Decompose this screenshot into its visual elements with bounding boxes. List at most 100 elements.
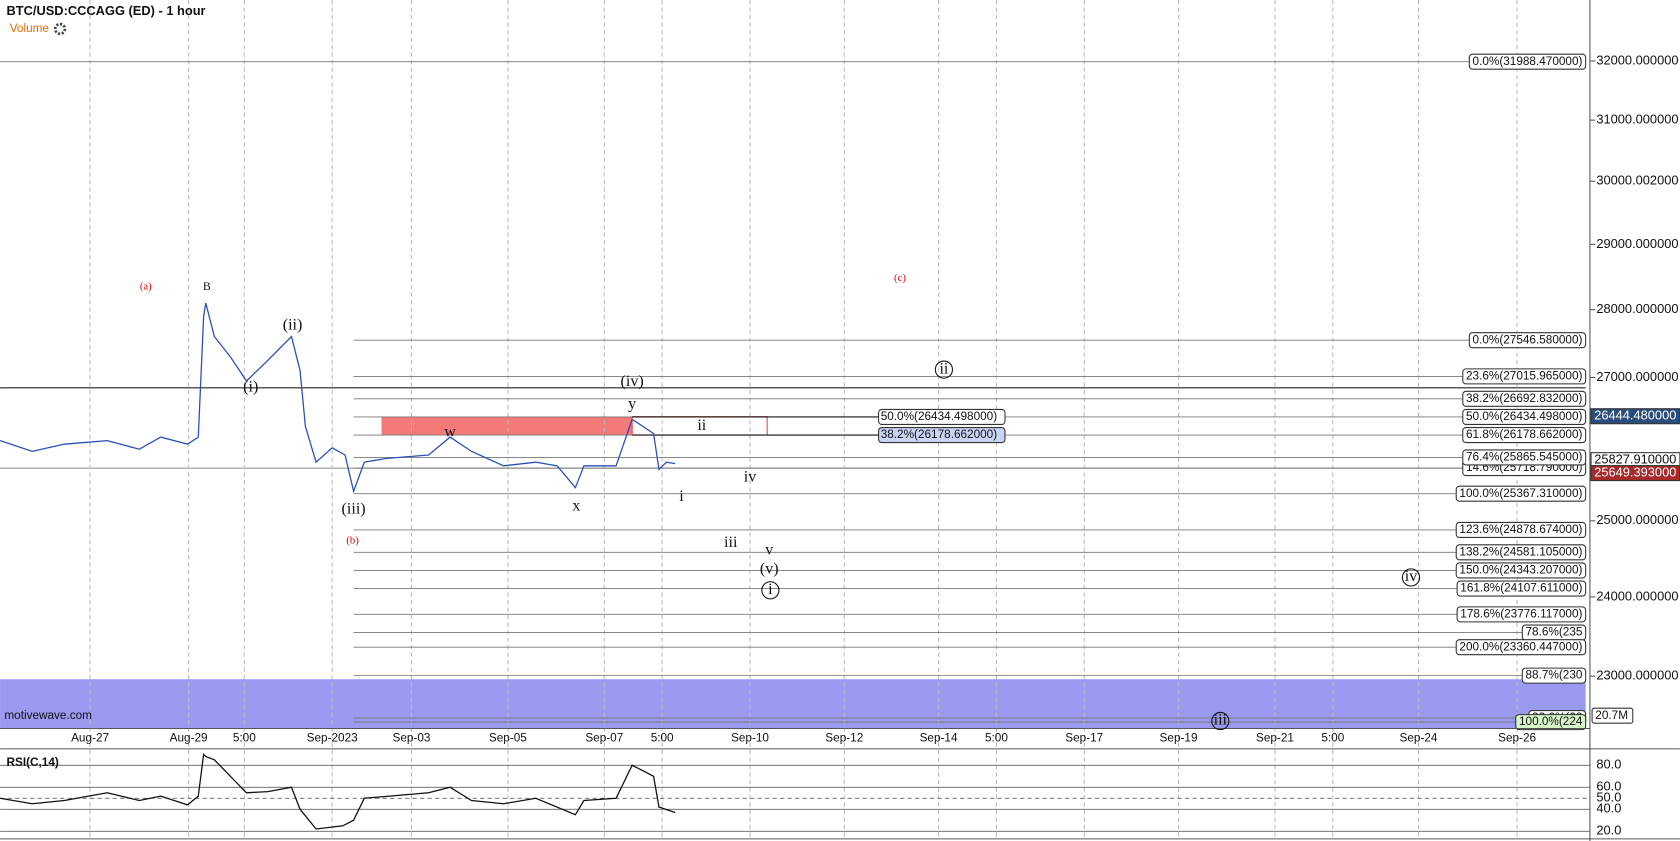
- fib-label-box: [1462, 449, 1587, 466]
- wave-circle: [761, 581, 780, 600]
- rsi-tick-label: 50.0: [1596, 790, 1621, 805]
- x-tick-label: Sep-10: [731, 731, 769, 744]
- wave-circle: [1211, 711, 1230, 731]
- fib-label: 50.0%(26434.498000): [881, 410, 998, 423]
- x-tick-label: Sep-19: [1160, 731, 1198, 744]
- x-tick-label: Sep-17: [1065, 731, 1103, 744]
- fib-label-box: [878, 427, 1006, 444]
- wave-label: ii: [939, 360, 948, 377]
- fib-label-box: [1468, 53, 1587, 70]
- wave-label: x: [572, 497, 580, 514]
- x-tick-label: Aug-29: [170, 731, 208, 744]
- rsi-tick-label: 60.0: [1596, 779, 1621, 794]
- x-tick-label: Sep-05: [489, 731, 527, 744]
- rsi-tick-label: 40.0: [1596, 801, 1621, 816]
- wave-label: iv: [744, 469, 757, 486]
- volume-max-label: 20.7M: [1595, 709, 1628, 722]
- fib-label-box: [1455, 562, 1587, 579]
- fib-label: 138.2%(24581.105000): [1459, 545, 1582, 558]
- rsi-tick-label: 80.0: [1596, 757, 1621, 772]
- rsi-title: RSI(C,14): [6, 756, 58, 769]
- y-tick-label: 23000.000000: [1596, 668, 1678, 683]
- fib-label-box: [1462, 408, 1587, 425]
- chart-title: BTC/USD:CCCAGG (ED) - 1 hour: [6, 3, 205, 18]
- wave-label: v: [765, 541, 774, 558]
- watermark: motivewave.com: [4, 709, 92, 722]
- x-tick-label: Sep-24: [1400, 731, 1438, 744]
- fib-label-box: [1521, 667, 1587, 684]
- fib-label-box: [1462, 390, 1587, 407]
- fib-label: 78.6%(235: [1526, 626, 1583, 639]
- plot: [0, 302, 676, 830]
- wave-label: (c): [894, 272, 906, 284]
- x-tick-label: Sep-03: [392, 731, 430, 744]
- wave-label: (i): [243, 379, 258, 396]
- x-tick-label: Sep-14: [920, 731, 958, 744]
- volume-tag: [1591, 707, 1634, 724]
- settings-icon[interactable]: [53, 22, 67, 36]
- wave-circle: [934, 360, 954, 379]
- fib-label: 123.6%(24878.674000): [1459, 523, 1582, 536]
- wave-label: (ii): [283, 316, 303, 333]
- y-tick-label: 25000.000000: [1596, 512, 1678, 527]
- price-tag-label: 25649.393000: [1594, 464, 1676, 479]
- y-tick-label: 28000.000000: [1596, 301, 1678, 316]
- fib-label: 200.0%(23360.447000): [1459, 640, 1582, 653]
- fib-label: 50.0%(26434.498000): [1466, 410, 1583, 423]
- fib-label-box: [1462, 368, 1587, 385]
- y-tick-label: 31000.000000: [1596, 112, 1678, 127]
- rsi-tick-label: 20.0: [1596, 823, 1621, 838]
- fib-label: 76.4%(25865.545000): [1466, 451, 1583, 464]
- fib-label: 161.8%(24107.611000): [1460, 582, 1582, 595]
- wave-label: (iv): [621, 373, 644, 390]
- y-tick-label: 32000.000000: [1596, 52, 1678, 67]
- wave-label: (iii): [342, 501, 366, 518]
- wave-label: B: [203, 280, 211, 293]
- fib-label-box: [878, 408, 1006, 425]
- fib-label: 150.0%(24343.207000): [1459, 564, 1582, 577]
- fib-label-box: [1515, 714, 1587, 731]
- x-tick-label: Sep-12: [825, 731, 863, 744]
- x-tick-label: Aug-27: [71, 731, 109, 744]
- fib-label-box: [1456, 580, 1587, 597]
- fib-label: 0.0%(31988.470000): [1473, 55, 1583, 68]
- fib-label: 61.8%(26178.662000): [1466, 428, 1583, 441]
- wave-label: y: [628, 396, 636, 413]
- y-tick-label: 29000.000000: [1596, 236, 1678, 251]
- fib-label-box: [1456, 606, 1587, 623]
- price-tag-label: 26444.480000: [1594, 408, 1676, 423]
- fib-label: 100.0%(25367.310000): [1459, 487, 1582, 500]
- price-line: [0, 302, 676, 494]
- fib-label: 178.6%(23776.117000): [1460, 607, 1582, 620]
- price-line: [0, 752, 676, 830]
- fib-label-box: [1455, 544, 1587, 561]
- fib-label: 38.2%(26178.662000): [881, 428, 998, 441]
- y-tick-label: 27000.000000: [1596, 369, 1678, 384]
- x-tick-label: 5:00: [985, 731, 1008, 744]
- fib-label: 0.0%(27546.580000): [1473, 333, 1583, 346]
- x-tick-label: Sep-07: [585, 731, 623, 744]
- fib-label: 88.7%(230: [1526, 669, 1583, 682]
- axes: Aug-27 Aug-29 5:00 Sep-2023 Sep-03 Sep-05 Sep-…: [71, 52, 1680, 838]
- fib-label-box: [1468, 332, 1587, 349]
- wave-label: iii: [1214, 712, 1228, 729]
- fib-label-box: [1462, 427, 1587, 444]
- fib-label-box: [1455, 639, 1587, 656]
- wave-label: ii: [697, 417, 706, 434]
- fib-label-box: [1455, 485, 1587, 502]
- x-tick-label: 5:00: [233, 731, 256, 744]
- wave-label: i: [768, 581, 773, 598]
- wave-label: iv: [1405, 568, 1418, 585]
- x-tick-label: Sep-21: [1256, 731, 1294, 744]
- volume-label[interactable]: Volume: [10, 22, 50, 35]
- target-box: [381, 416, 633, 435]
- volume-band: [0, 679, 1586, 729]
- wave-label: (b): [346, 534, 359, 546]
- fib-levels: 0.0%(31988.470000) 0.0%(27546.580000) 23.6…: [0, 53, 1587, 731]
- grid: [0, 0, 1590, 839]
- y-tick-label: 30000.002000: [1596, 173, 1678, 188]
- x-tick-label: 5:00: [1321, 731, 1344, 744]
- fib-label: 23.6%(27015.965000): [1466, 369, 1583, 382]
- fib-label: 100.0%(224: [1519, 715, 1583, 728]
